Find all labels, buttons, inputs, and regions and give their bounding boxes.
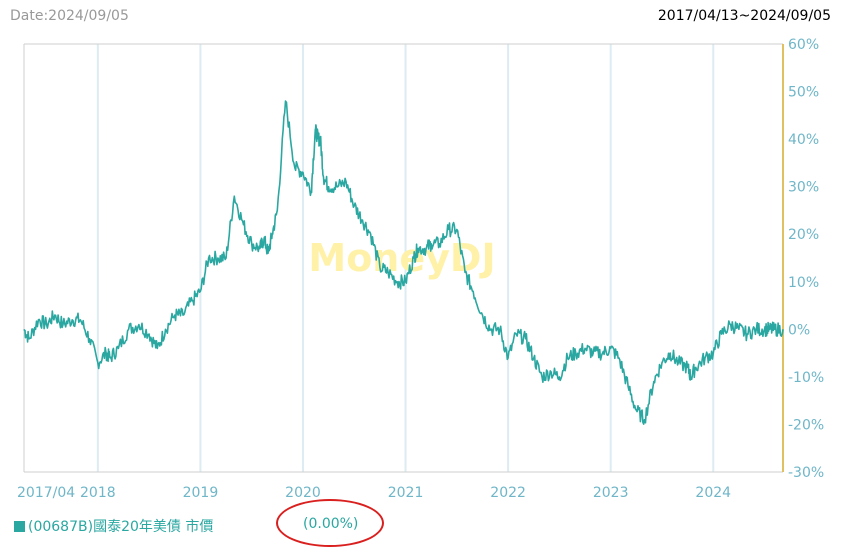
y-axis-ticks: 60% 50% 40% 30% 20% 10% 0% -10% -20% -30%	[788, 37, 824, 481]
y-tick-label: 40%	[788, 132, 819, 148]
series-line-00687B	[23, 100, 784, 425]
x-axis-ticks: 2017/04 2018 2019 2020 2021 2022 2023 2024	[17, 485, 731, 501]
x-tick-label: 2017/04	[17, 485, 75, 501]
date-label: Date:2024/09/05	[10, 8, 129, 24]
annotation-circle	[276, 499, 384, 547]
y-tick-label: 50%	[788, 85, 819, 101]
x-tick-label: 2018	[80, 485, 116, 501]
y-tick-label: 10%	[788, 275, 819, 291]
legend[interactable]: (00687B)國泰20年美債 市價	[14, 516, 213, 536]
x-tick-label: 2020	[285, 485, 321, 501]
grid-lines	[96, 44, 715, 472]
date-range-label: 2017/04/13~2024/09/05	[657, 8, 831, 24]
y-tick-label: 20%	[788, 227, 819, 243]
x-tick-label: 2022	[490, 485, 526, 501]
chart-area: MoneyDJ 60% 50% 40% 30% 20% 10% 0% -10% -20% -30%…	[17, 37, 824, 501]
x-tick-label: 2019	[183, 485, 219, 501]
y-tick-label: 30%	[788, 180, 819, 196]
y-tick-label: -30%	[788, 465, 824, 481]
legend-swatch	[14, 520, 25, 532]
y-tick-label: 60%	[788, 37, 819, 53]
x-tick-label: 2024	[695, 485, 731, 501]
legend-series-label: (00687B)國泰20年美債 市價	[28, 519, 214, 535]
watermark: MoneyDJ	[308, 236, 495, 280]
y-tick-label: -10%	[788, 370, 824, 386]
y-tick-label: -20%	[788, 417, 824, 433]
y-tick-label: 0%	[788, 322, 810, 338]
x-tick-label: 2021	[388, 485, 424, 501]
x-tick-label: 2023	[593, 485, 629, 501]
